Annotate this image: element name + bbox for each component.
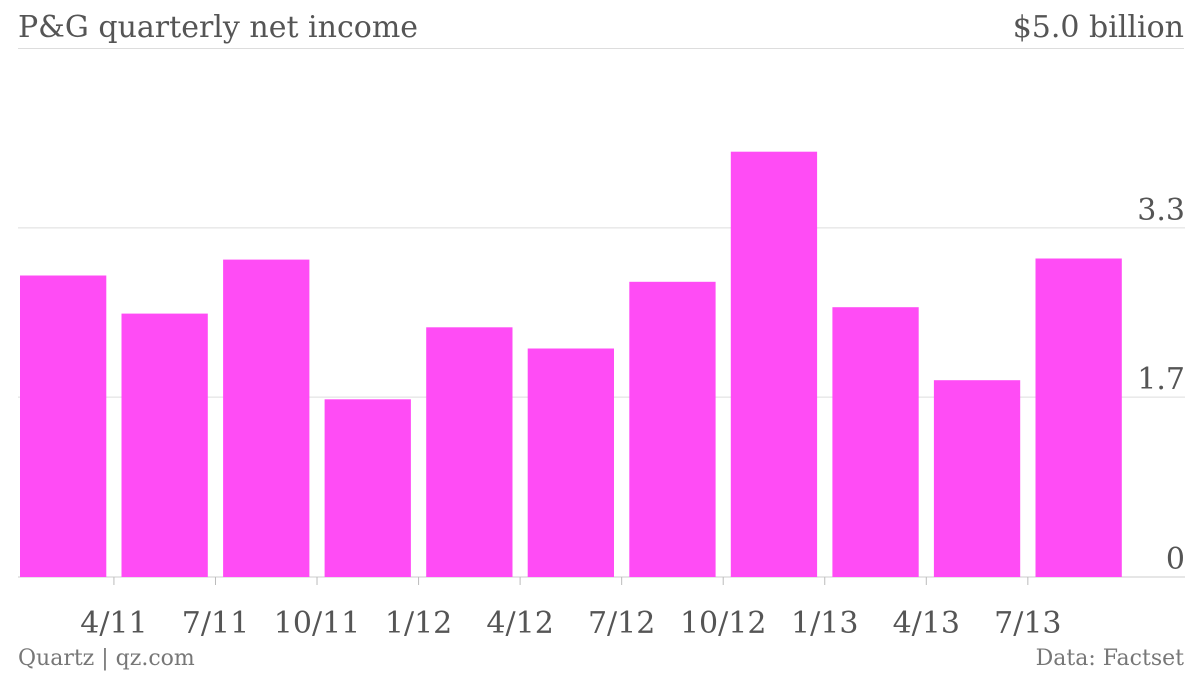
credit-label: Quartz | qz.com [18, 646, 195, 671]
x-tick-label: 7/11 [182, 606, 249, 641]
x-tick-label: 4/11 [80, 606, 147, 641]
source-label: Data: Factset [1035, 646, 1184, 671]
x-tick-label: 10/11 [274, 606, 360, 641]
x-tick-label: 7/12 [588, 606, 655, 641]
y-tick-labels: 0 1.7 3.3 [1137, 193, 1185, 577]
bar [223, 259, 310, 577]
bar [933, 380, 1021, 577]
bar [1035, 258, 1122, 577]
x-tick-labels: 4/11 7/11 10/11 1/12 4/12 7/12 10/12 1/13 4/13 7/… [80, 577, 1062, 641]
bar [730, 151, 818, 577]
x-tick-label: 4/13 [893, 606, 960, 641]
bar [324, 399, 411, 577]
bars [20, 151, 1122, 577]
x-tick-label: 4/12 [486, 606, 553, 641]
y-tick-label: 3.3 [1137, 193, 1185, 228]
y-tick-label: 0 [1166, 542, 1185, 577]
bar [20, 275, 107, 577]
bar [832, 307, 919, 577]
bar [629, 281, 716, 577]
x-tick-label: 1/13 [791, 606, 858, 641]
chart-title: P&G quarterly net income [18, 10, 419, 45]
y-tick-label: 1.7 [1137, 362, 1185, 397]
y-axis-max-label: $5.0 billion [1012, 10, 1184, 45]
top-divider [18, 48, 1184, 49]
x-tick-label: 1/12 [385, 606, 452, 641]
x-tick-label: 7/13 [994, 606, 1061, 641]
bar [426, 327, 513, 577]
x-tick-label: 10/12 [680, 606, 766, 641]
bar [527, 348, 614, 577]
bar [121, 313, 208, 577]
